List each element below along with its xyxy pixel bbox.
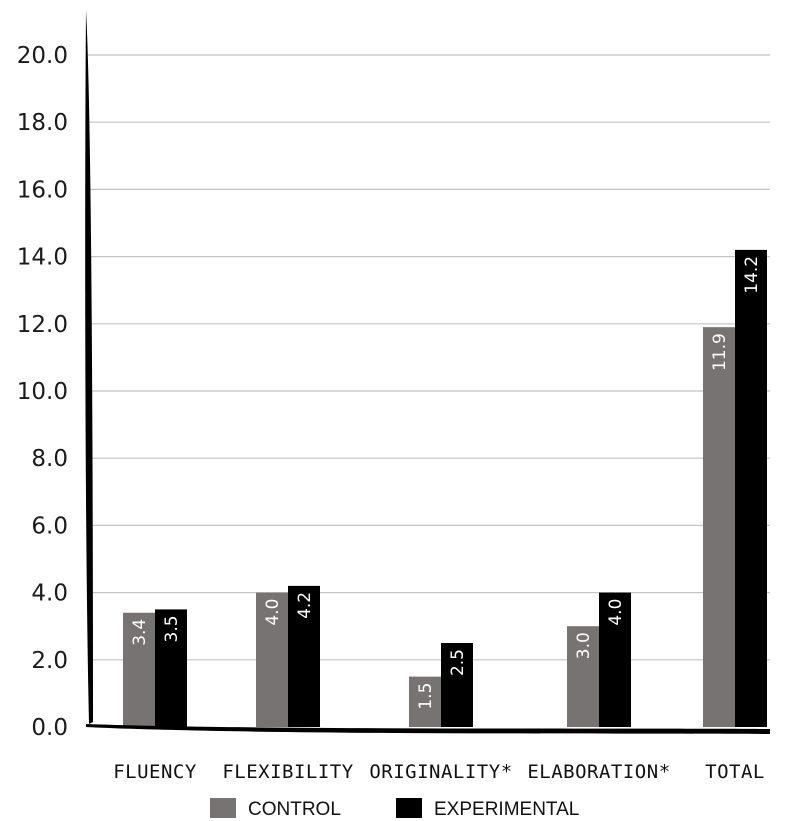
bar-experimental-2 [441, 643, 473, 727]
y-tick-label: 14.0 [17, 245, 68, 271]
bar-data-label: 4.0 [263, 599, 283, 626]
y-axis-line [85, 10, 93, 724]
category-label: ELABORATION* [527, 761, 670, 783]
legend-label: CONTROL [248, 799, 341, 820]
bar-data-label: 3.5 [162, 615, 182, 642]
y-tick-label: 18.0 [17, 110, 68, 136]
category-labels: FLUENCY FLEXIBILITY ORIGINALITY* ELABORATIO… [113, 761, 765, 783]
y-tick-label: 6.0 [31, 513, 68, 539]
bars: 3.4 3.5 4.0 4.2 1.5 2.5 3.0 4.0 11.9 14.2 [123, 249, 767, 727]
y-tick-label: 20.0 [17, 43, 68, 69]
bar-experimental-0 [155, 609, 187, 727]
legend-item-control: CONTROL [210, 798, 341, 820]
y-tick-label: 2.0 [31, 648, 68, 674]
y-tick-label: 10.0 [17, 379, 68, 405]
y-tick-label: 4.0 [31, 581, 68, 607]
bar-data-label: 4.0 [606, 599, 626, 626]
bar-data-label: 4.2 [295, 592, 315, 619]
bar-control-0 [123, 612, 155, 727]
y-tick-labels: 0.0 2.0 4.0 6.0 8.0 10.0 12.0 14.0 16.0 18.0 20.0 [17, 43, 68, 741]
category-label: FLEXIBILITY [222, 761, 353, 783]
y-tick-label: 16.0 [17, 177, 68, 203]
legend-label: EXPERIMENTAL [434, 799, 579, 820]
legend-swatch [396, 798, 422, 818]
category-label: ORIGINALITY* [369, 761, 512, 783]
legend-swatch [210, 798, 236, 818]
bar-control-1 [256, 592, 288, 727]
y-tick-label: 0.0 [31, 715, 68, 741]
bar-data-label: 3.4 [130, 619, 150, 646]
bar-data-label: 11.9 [710, 333, 730, 371]
y-tick-label: 8.0 [31, 446, 68, 472]
bar-control-3 [567, 626, 599, 727]
bar-data-label: 2.5 [448, 649, 468, 676]
bar-experimental-1 [288, 585, 320, 727]
legend-item-experimental: EXPERIMENTAL [396, 798, 579, 820]
bar-control-4 [703, 327, 735, 727]
gridlines [88, 54, 770, 661]
category-label: TOTAL [705, 761, 765, 783]
bar-control-2 [409, 676, 441, 727]
bar-experimental-3 [599, 592, 631, 727]
bar-experimental-4 [735, 249, 767, 727]
category-label: FLUENCY [113, 761, 197, 783]
y-tick-label: 12.0 [17, 312, 68, 338]
bar-data-label: 1.5 [416, 683, 436, 710]
bar-data-label: 3.0 [574, 632, 594, 659]
x-axis-line [86, 724, 770, 734]
bar-data-label: 14.2 [742, 256, 762, 294]
legend: CONTROL EXPERIMENTAL [210, 798, 579, 820]
